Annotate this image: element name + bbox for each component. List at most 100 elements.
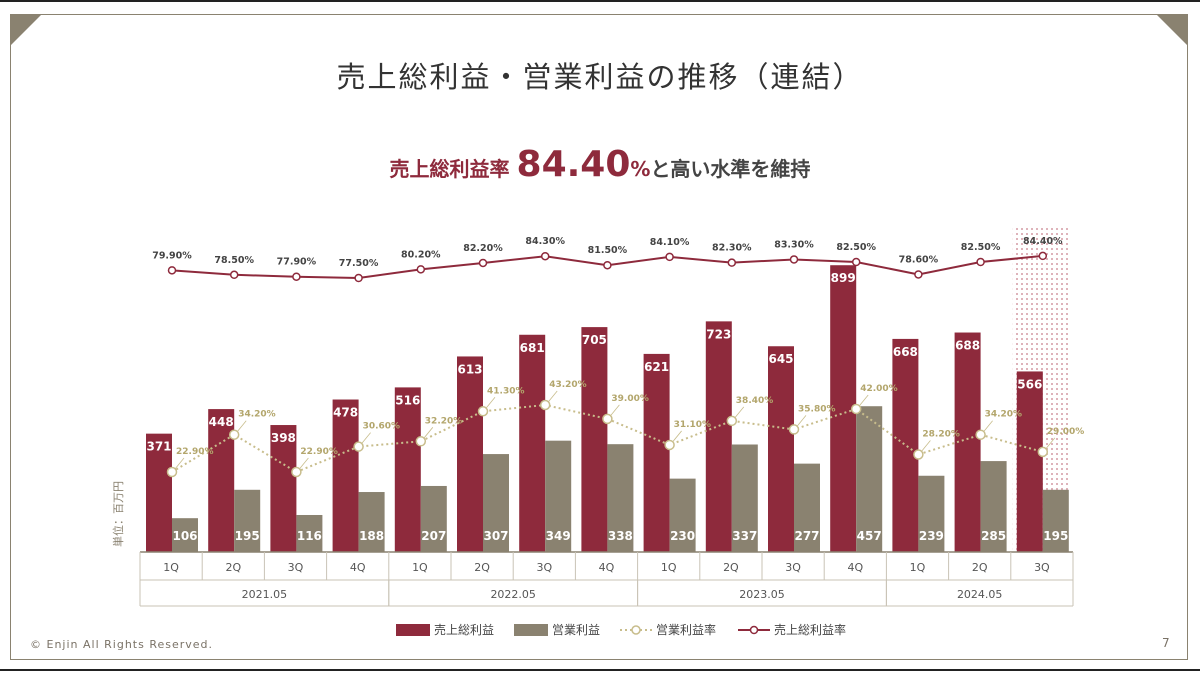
gross-margin-point	[540, 251, 550, 261]
quarter-tick-label: 4Q	[847, 561, 863, 574]
quarter-tick-label: 4Q	[350, 561, 366, 574]
operating-profit-value: 195	[1043, 529, 1068, 543]
gross-profit-value: 478	[333, 406, 358, 420]
legend-label-gross-margin: 売上総利益率	[774, 622, 846, 637]
operating-margin-point	[975, 429, 986, 440]
operating-margin-leader	[423, 427, 434, 439]
bar-gross-profit	[519, 334, 546, 552]
gross-margin-point	[665, 252, 674, 262]
operating-margin-point	[726, 415, 738, 427]
gross-margin-point	[416, 265, 426, 274]
gross-margin-label: 78.60%	[899, 254, 939, 265]
quarter-tick-label: 3Q	[785, 561, 801, 574]
gross-profit-value: 448	[209, 415, 234, 429]
operating-margin-leader	[610, 404, 620, 417]
gross-margin-label: 82.20%	[463, 243, 503, 254]
bar-operating-profit	[669, 478, 696, 552]
operating-profit-value: 285	[981, 529, 1006, 543]
gross-profit-value: 668	[893, 345, 918, 359]
operating-margin-label: 41.30%	[487, 386, 525, 396]
gross-margin-point	[1038, 251, 1048, 261]
corner-triangle-left	[10, 14, 42, 46]
gross-profit-value: 681	[520, 341, 545, 355]
operating-margin-leader	[299, 457, 309, 470]
operating-margin-point	[539, 399, 551, 411]
legend-marker-operating-margin	[631, 625, 641, 635]
operating-margin-leader	[174, 457, 185, 470]
gross-margin-label: 77.50%	[339, 258, 379, 269]
operating-profit-value: 195	[235, 529, 260, 543]
gross-profit-value: 398	[271, 431, 296, 445]
operating-margin-leader	[485, 397, 496, 409]
gross-margin-point	[229, 270, 239, 280]
gross-margin-label: 83.30%	[774, 239, 814, 250]
gross-profit-value: 723	[706, 327, 731, 341]
operating-margin-leader	[236, 420, 247, 432]
legend-label-operating-margin: 営業利益率	[656, 622, 716, 637]
bar-operating-profit	[483, 454, 509, 552]
gross-margin-label: 80.20%	[401, 249, 441, 260]
gross-profit-value: 621	[644, 360, 669, 374]
quarter-tick-label: 1Q	[412, 561, 428, 574]
bar-gross-profit	[892, 338, 919, 552]
operating-margin-leader	[361, 432, 371, 444]
page-title: 売上総利益・営業利益の推移（連結）	[336, 60, 864, 94]
operating-margin-label: 28.20%	[922, 430, 960, 440]
legend-swatch-gross-profit	[396, 624, 430, 636]
operating-profit-value: 277	[794, 529, 819, 543]
operating-margin-leader	[547, 390, 558, 403]
bar-operating-profit	[1042, 489, 1069, 552]
operating-margin-point	[913, 449, 924, 460]
gross-margin-point	[727, 258, 737, 267]
legend-swatch-operating-profit	[514, 624, 548, 636]
gross-margin-point	[789, 255, 799, 264]
gross-margin-point	[292, 272, 301, 281]
gross-margin-label: 79.90%	[152, 250, 192, 261]
bar-operating-profit	[856, 406, 883, 552]
operating-margin-label: 32.20%	[425, 416, 463, 426]
operating-profit-value: 338	[608, 529, 633, 543]
quarter-tick-label: 3Q	[536, 561, 552, 574]
bar-gross-profit	[146, 433, 172, 552]
legend-label-operating-profit: 営業利益	[552, 623, 600, 637]
subtitle-prefix: 売上総利益率	[389, 157, 510, 181]
legend-marker-gross-margin	[749, 625, 759, 635]
gross-margin-point	[914, 270, 923, 279]
bar-gross-profit	[394, 387, 421, 552]
gross-margin-point	[167, 266, 177, 275]
gross-margin-point	[354, 273, 363, 283]
fiscal-year-label: 2024.05	[957, 588, 1003, 601]
operating-profit-value: 106	[172, 529, 197, 543]
operating-margin-point	[291, 466, 302, 478]
operating-margin-label: 22.90%	[176, 447, 214, 457]
operating-margin-leader	[983, 420, 993, 432]
operating-profit-value: 349	[546, 529, 571, 543]
slide-frame	[10, 14, 1188, 660]
bar-gross-profit	[270, 425, 297, 552]
gross-profit-value: 688	[955, 339, 980, 353]
y-axis-label: 単位：百万円	[111, 481, 125, 547]
quarter-tick-label: 3Q	[288, 561, 304, 574]
operating-margin-label: 31.10%	[674, 420, 712, 430]
copyright: © Enjin All Rights Reserved.	[30, 638, 214, 651]
subtitle-pct: %	[630, 157, 651, 181]
operating-margin-point	[477, 406, 489, 417]
gross-margin-label: 84.40%	[1023, 236, 1063, 247]
bar-operating-profit	[358, 492, 385, 552]
gross-profit-value: 645	[768, 352, 793, 366]
quarter-tick-label: 2Q	[723, 561, 739, 574]
operating-margin-point	[788, 424, 800, 435]
bar-operating-profit	[731, 444, 758, 552]
quarter-tick-label: 1Q	[661, 561, 677, 574]
operating-margin-leader	[921, 440, 931, 452]
fiscal-year-label: 2023.05	[739, 588, 785, 601]
operating-profit-value: 457	[857, 529, 882, 543]
bar-gross-profit	[705, 321, 732, 552]
gross-margin-point	[976, 257, 985, 267]
fiscal-year-label: 2021.05	[242, 588, 288, 601]
operating-profit-value: 307	[483, 529, 508, 543]
operating-margin-point	[228, 429, 240, 440]
operating-margin-label: 42.00%	[860, 384, 898, 394]
